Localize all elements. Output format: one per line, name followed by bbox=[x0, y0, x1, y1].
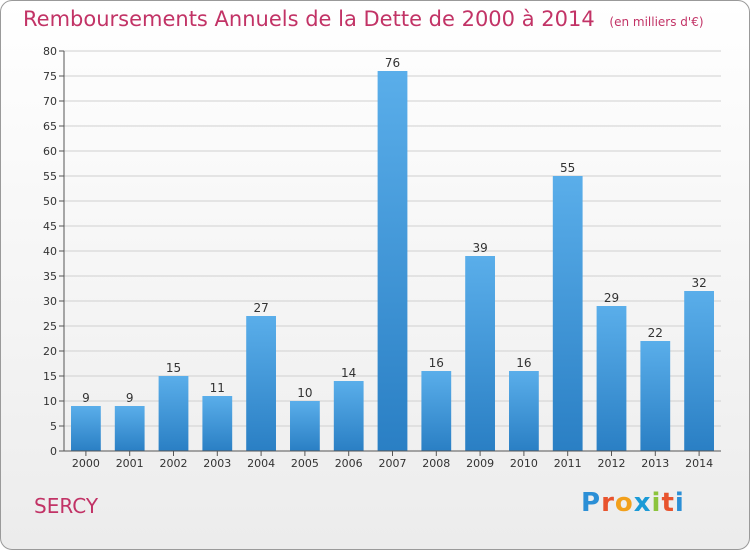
value-label-2005: 10 bbox=[297, 386, 312, 400]
y-tick-label: 40 bbox=[43, 245, 57, 258]
logo-letter: r bbox=[601, 488, 615, 518]
chart-title: Remboursements Annuels de la Dette de 20… bbox=[23, 7, 704, 31]
x-tick-label-2014: 2014 bbox=[685, 457, 713, 470]
value-label-2003: 11 bbox=[210, 381, 225, 395]
y-tick-label: 45 bbox=[43, 220, 57, 233]
value-label-2000: 9 bbox=[82, 391, 90, 405]
logo-letter: o bbox=[614, 488, 634, 518]
logo-letter: i bbox=[651, 488, 662, 518]
value-label-2009: 39 bbox=[472, 241, 487, 255]
bar-2010 bbox=[509, 371, 539, 451]
logo-letter: t bbox=[661, 488, 675, 518]
y-tick-label: 0 bbox=[50, 445, 57, 458]
unit-label: (en milliers d'€) bbox=[609, 15, 704, 29]
value-label-2002: 15 bbox=[166, 361, 181, 375]
bar-2005 bbox=[290, 401, 320, 451]
bar-2000 bbox=[71, 406, 101, 451]
value-label-2011: 55 bbox=[560, 161, 575, 175]
x-tick-label-2011: 2011 bbox=[554, 457, 582, 470]
value-label-2007: 76 bbox=[385, 56, 400, 70]
y-tick-label: 70 bbox=[43, 95, 57, 108]
bar-2012 bbox=[596, 306, 627, 451]
x-axis: 2000 2001 2002 2003 2004 2005 2006 2007 2008 2009… bbox=[64, 450, 721, 470]
x-tick-label-2007: 2007 bbox=[379, 457, 407, 470]
value-label-2004: 27 bbox=[253, 301, 268, 315]
y-tick-label: 15 bbox=[43, 370, 57, 383]
value-label-2013: 22 bbox=[648, 326, 663, 340]
y-tick-label: 30 bbox=[43, 295, 57, 308]
logo-letter: i bbox=[674, 488, 685, 518]
value-label-2001: 9 bbox=[126, 391, 134, 405]
x-tick-label-2003: 2003 bbox=[203, 457, 231, 470]
bar-2014 bbox=[684, 291, 714, 451]
x-tick-label-2013: 2013 bbox=[641, 457, 669, 470]
y-tick-label: 60 bbox=[43, 145, 57, 158]
bar-2007 bbox=[377, 71, 408, 451]
y-tick-label: 65 bbox=[43, 120, 57, 133]
x-tick-label-2005: 2005 bbox=[291, 457, 319, 470]
value-label-2008: 16 bbox=[429, 356, 444, 370]
value-label-2006: 14 bbox=[341, 366, 356, 380]
value-label-2012: 29 bbox=[604, 291, 619, 305]
x-tick-label-2001: 2001 bbox=[116, 457, 144, 470]
bar-2002 bbox=[158, 376, 189, 451]
y-tick-label: 75 bbox=[43, 70, 57, 83]
bar-2013 bbox=[640, 341, 671, 451]
value-label-2014: 32 bbox=[691, 276, 706, 290]
y-tick-label: 50 bbox=[43, 195, 57, 208]
proxiti-logo[interactable]: Proxiti bbox=[581, 488, 685, 518]
bar-2009 bbox=[465, 256, 495, 451]
logo-letter: P bbox=[581, 488, 602, 518]
y-axis: 0 5 10 15 20 25 30 35 40 45 50 55 60 65 70 75 80 bbox=[43, 45, 65, 458]
y-tick-label: 25 bbox=[43, 320, 57, 333]
x-tick-label-2010: 2010 bbox=[510, 457, 538, 470]
x-tick-label-2012: 2012 bbox=[598, 457, 626, 470]
x-tick-label-2004: 2004 bbox=[247, 457, 275, 470]
bar-2008 bbox=[421, 371, 452, 451]
bar-2001 bbox=[114, 406, 145, 451]
commune-name: SERCY bbox=[34, 494, 99, 518]
x-tick-label-2008: 2008 bbox=[422, 457, 450, 470]
y-tick-label: 35 bbox=[43, 270, 57, 283]
bar-2011 bbox=[552, 176, 583, 451]
value-label-2010: 16 bbox=[516, 356, 531, 370]
bar-2003 bbox=[202, 396, 233, 451]
title-text: Remboursements Annuels de la Dette de 20… bbox=[23, 7, 595, 31]
y-tick-label: 20 bbox=[43, 345, 57, 358]
logo-letter: x bbox=[633, 488, 652, 518]
y-tick-label: 55 bbox=[43, 170, 57, 183]
bar-2004 bbox=[246, 316, 276, 451]
x-tick-label-2006: 2006 bbox=[335, 457, 363, 470]
x-tick-label-2002: 2002 bbox=[160, 457, 188, 470]
x-tick-label-2000: 2000 bbox=[72, 457, 100, 470]
x-tick-label-2009: 2009 bbox=[466, 457, 494, 470]
y-tick-label: 10 bbox=[43, 395, 57, 408]
y-tick-label: 80 bbox=[43, 45, 57, 58]
bars: 9 9 15 11 27 10 14 76 16 39 16 55 29 22 32 bbox=[71, 56, 714, 451]
y-tick-label: 5 bbox=[50, 420, 57, 433]
bar-2006 bbox=[333, 381, 364, 451]
